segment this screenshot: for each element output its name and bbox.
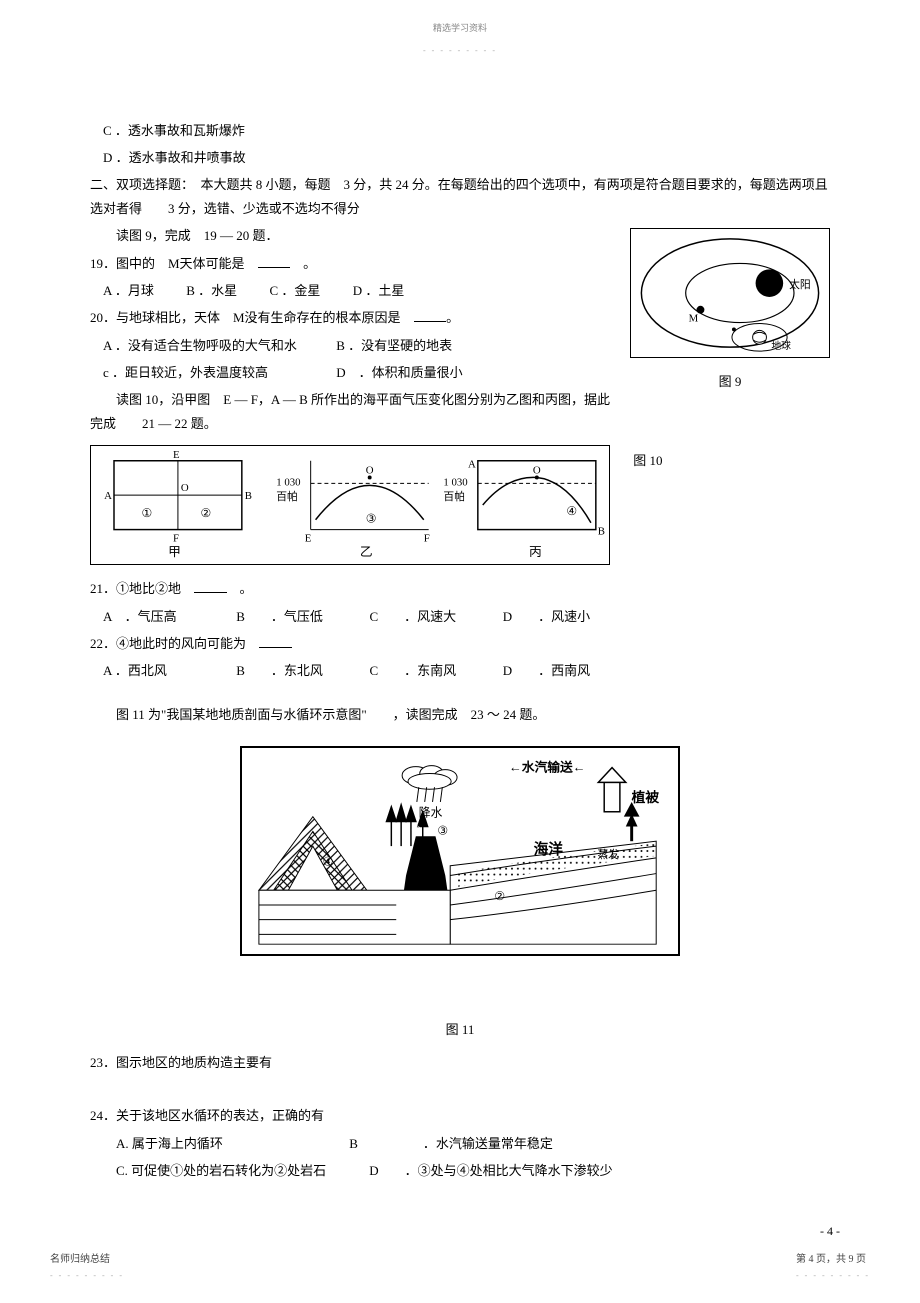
svg-text:蒸发: 蒸发 [597, 848, 619, 861]
q24-options-cd: C. 可促使①处的岩石转化为②处岩石 D ．③处与④处相比大气降水下渗较少 [90, 1159, 830, 1182]
svg-text:O: O [533, 465, 541, 477]
header-dashes: - - - - - - - - - [90, 44, 830, 58]
figure-11-label: 图 11 [90, 1018, 830, 1041]
q21-stem: 21．①地比②地 。 [90, 577, 830, 600]
svg-text:①: ① [142, 506, 153, 520]
svg-text:O: O [366, 465, 374, 477]
svg-text:百帕: 百帕 [443, 489, 465, 503]
svg-text:④: ④ [323, 856, 334, 869]
svg-text:地球: 地球 [771, 339, 791, 352]
svg-text:←水汽输送←: ←水汽输送← [509, 760, 586, 775]
svg-text:①: ① [411, 825, 422, 838]
header-mark: 精选学习资料 [90, 20, 830, 36]
svg-text:1 030: 1 030 [443, 477, 467, 489]
q22-options: A ．西北风 B ．东北风 C ．东南风 D ．西南风 [90, 659, 830, 682]
svg-text:M: M [689, 313, 699, 325]
section2-title: 二、双项选择题： 本大题共 8 小题，每题 3 分，共 24 分。在每题给出的四… [90, 173, 830, 220]
figure-9-label: 图 9 [630, 370, 830, 393]
q24-options-ab: A. 属于海上内循环 B ．水汽输送量常年稳定 [90, 1132, 830, 1155]
q21-options: A ．气压高 B ．气压低 C ．风速大 D ．风速小 [90, 605, 830, 628]
svg-text:A: A [468, 459, 476, 471]
figure-9-svg: 太阳 M 地球 [630, 228, 830, 358]
svg-text:甲: 甲 [168, 545, 181, 559]
q24-stem: 24．关于该地区水循环的表达，正确的有 [90, 1104, 830, 1127]
q18-opt-d: D ．透水事故和井喷事故 [90, 146, 830, 169]
figure-11-wrap: 降水 ←水汽输送← 植被 ① ③ ④ [90, 746, 830, 963]
svg-text:③: ③ [366, 512, 377, 526]
q18-opt-c: C ．透水事故和瓦斯爆炸 [90, 119, 830, 142]
q22-stem: 22．④地此时的风向可能为 [90, 632, 830, 655]
svg-text:乙: 乙 [360, 545, 373, 559]
q23-24-intro: 图 11 为"我国某地地质剖面与水循环示意图" ，读图完成 23 ～ 24 题。 [90, 703, 830, 726]
q23-stem: 23．图示地区的地质构造主要有 [90, 1051, 830, 1074]
svg-text:1 030: 1 030 [276, 477, 300, 489]
svg-text:丙: 丙 [529, 545, 542, 559]
footer-left: 名师归纳总结 - - - - - - - - - [50, 1251, 124, 1283]
svg-text:O: O [181, 482, 189, 494]
svg-text:③: ③ [437, 825, 448, 838]
svg-text:太阳: 太阳 [789, 278, 811, 291]
figure-9-wrap: 太阳 M 地球 图 9 [630, 228, 830, 393]
svg-text:E: E [305, 533, 312, 545]
svg-text:②: ② [494, 890, 505, 903]
figure-10-label: 图 10 [633, 449, 662, 472]
svg-text:F: F [173, 533, 179, 545]
svg-text:A: A [104, 490, 112, 502]
figure-10-svg: E A B F O ① ② 甲 1 030 百帕 E F O ③ 乙 1 030… [90, 445, 610, 565]
footer-right: 第 4 页，共 9 页 - - - - - - - - - [796, 1251, 870, 1283]
svg-text:E: E [173, 449, 180, 461]
svg-text:B: B [245, 490, 252, 502]
figure-11-svg: 降水 ←水汽输送← 植被 ① ③ ④ [240, 746, 680, 956]
figure-10-wrap: E A B F O ① ② 甲 1 030 百帕 E F O ③ 乙 1 030… [90, 445, 830, 565]
svg-text:B: B [598, 526, 605, 538]
page-number-right: - 4 - [820, 1221, 840, 1243]
svg-text:F: F [424, 533, 430, 545]
svg-text:海洋: 海洋 [534, 840, 564, 858]
svg-text:④: ④ [566, 504, 577, 518]
svg-text:②: ② [201, 506, 212, 520]
q21-22-intro: 读图 10，沿甲图 E — F，A — B 所作出的海平面气压变化图分别为乙图和… [90, 388, 830, 435]
svg-text:百帕: 百帕 [276, 489, 298, 503]
svg-text:植被: 植被 [632, 789, 660, 805]
